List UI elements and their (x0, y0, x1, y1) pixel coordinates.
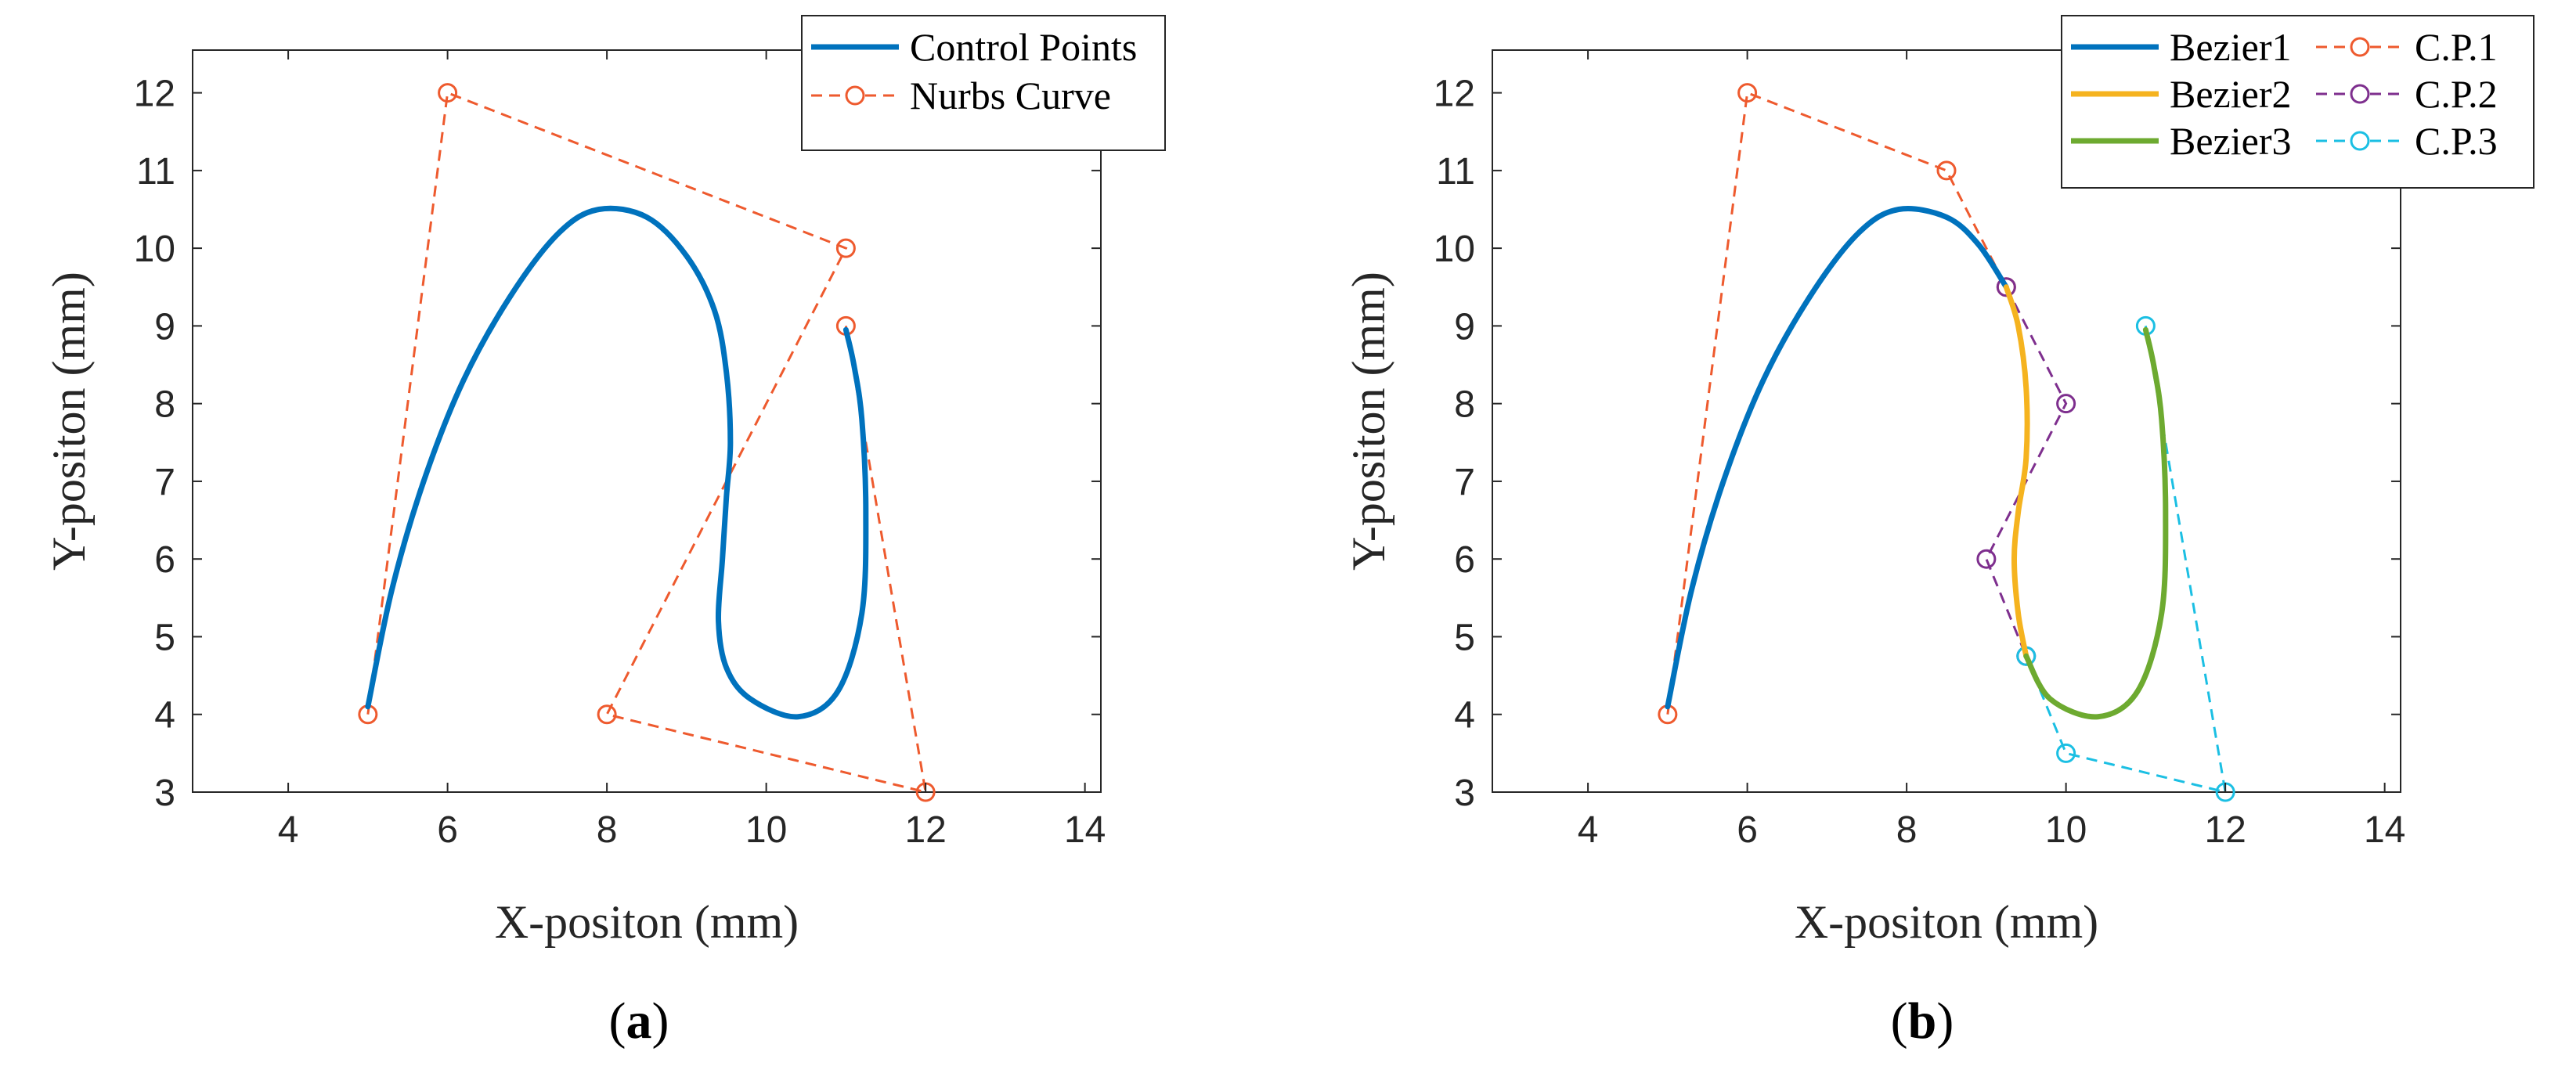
panel-b-legend-label-bezier1: Bezier1 (2170, 25, 2291, 69)
panel-b-legend-label-bezier3: Bezier3 (2170, 119, 2291, 163)
panel-b-y-tick-label: 12 (1434, 74, 1475, 115)
panel-b-series-c-p-2-line (1985, 286, 2068, 657)
panel-a-x-tick-label: 12 (904, 809, 946, 851)
panel-a-x-tick-label: 10 (745, 809, 787, 851)
panel-a-plot-area (192, 49, 1102, 793)
panel-a-x-tick-label: 14 (1064, 809, 1106, 851)
panel-a-y-tick-label: 9 (154, 306, 175, 348)
panel-b-legend-label-c-p-3: C.P.3 (2415, 119, 2498, 163)
panel-b-y-tick-label: 9 (1454, 306, 1475, 348)
panel-b-series-c-p-2-point (2056, 394, 2076, 414)
panel-b-y-axis-label: Y-positon (mm) (1343, 272, 1394, 571)
panel-a-legend-box (801, 15, 1166, 151)
panel-a-y-tick-label: 10 (134, 229, 175, 270)
panel-b-legend-label-bezier2: Bezier2 (2170, 72, 2291, 116)
panel-b-y-tick-label: 6 (1454, 539, 1475, 581)
panel-a-x-tick-label: 8 (597, 809, 618, 851)
panel-a-x-tick-label: 6 (437, 809, 458, 851)
panel-b-legend-label-c-p-1: C.P.1 (2415, 25, 2498, 69)
panel-a-x-tick-label: 4 (278, 809, 299, 851)
panel-b-y-tick-label: 3 (1454, 773, 1475, 814)
panel-b-y-tick-label: 7 (1454, 462, 1475, 503)
panel-b-x-tick-label: 8 (1896, 809, 1918, 851)
panel-b-x-tick-label: 14 (2364, 809, 2405, 851)
panel-a-series-layer (358, 83, 936, 802)
panel-b-series-c-p-3-line (2025, 326, 2228, 794)
panel-a-y-axis-label: Y-positon (mm) (43, 272, 95, 571)
panel-b-y-tick-label: 10 (1434, 229, 1475, 270)
panel-b-y-tick-label: 5 (1454, 617, 1475, 658)
panel-a-series-nurbs-curve-point (438, 83, 458, 103)
panel-b-y-tick-label: 8 (1454, 384, 1475, 426)
panel-b-series-bezier1-line (1665, 206, 2009, 710)
panel-b-series-c-p-1-point (1737, 83, 1758, 103)
panel-b-legend-marker-c-p-2 (2350, 84, 2370, 104)
panel-a-legend-label-nurbs-curve: Nurbs Curve (910, 74, 1111, 117)
panel-b-x-tick-label: 4 (1578, 809, 1599, 851)
panel-b-series-c-p-1-point (1936, 160, 1957, 181)
panel-a-y-tick-label: 3 (154, 773, 175, 814)
panel-a-ticks-layer: 4 6 8 10 12 14 3 4 5 6 7 8 9 10 11 12 (134, 50, 1106, 851)
panel-a-label: (a) (609, 992, 669, 1050)
panel-a-series-control-points-line (365, 205, 869, 720)
panel-b-legend-marker-c-p-3 (2350, 131, 2370, 151)
panel-b-series-c-p-2-point (1976, 549, 1997, 569)
panel-a-x-axis-label: X-positon (mm) (495, 896, 799, 948)
panel-b-x-axis-label: X-positon (mm) (1795, 896, 2098, 948)
panel-b-series-c-p-3-point (2056, 743, 2076, 763)
panel-b-chart: 4 6 8 10 12 14 3 4 5 6 7 8 9 10 11 12 X-positon (mm) Y-… (1343, 15, 2535, 1050)
panel-a-legend-marker-nurbs-curve (845, 85, 865, 106)
panel-b-series-bezier2-line (2003, 284, 2030, 659)
panel-a-series-nurbs-curve-point (835, 238, 856, 258)
panel-a-chart: 4 6 8 10 12 14 3 4 5 6 7 8 9 10 11 12 X-positon (mm) Y-… (43, 15, 1166, 1050)
panel-b-series-c-p-2-point (1996, 277, 2016, 297)
panel-b-series-bezier3-line (2023, 326, 2169, 720)
panel-b-legend-marker-c-p-1 (2350, 37, 2370, 57)
panel-b-legend-label-c-p-2: C.P.2 (2415, 72, 2498, 116)
panel-a-y-tick-label: 12 (134, 74, 175, 115)
panel-b-label: (b) (1891, 992, 1954, 1050)
panel-b-series-c-p-1-line (1666, 91, 2008, 715)
panel-a-y-tick-label: 4 (154, 695, 175, 737)
panel-b-y-tick-label: 11 (1436, 151, 1475, 193)
panel-a-series-nurbs-curve-point (597, 704, 617, 725)
panel-a-y-tick-label: 7 (154, 462, 175, 503)
panel-a-y-tick-label: 6 (154, 539, 175, 581)
panel-a-legend-label-control-points: Control Points (910, 25, 1137, 69)
panel-b-y-tick-label: 4 (1454, 695, 1475, 737)
panel-b-x-tick-label: 10 (2045, 809, 2087, 851)
panel-b-x-tick-label: 12 (2204, 809, 2246, 851)
panel-a-y-tick-label: 11 (136, 151, 175, 193)
panel-b-x-tick-label: 6 (1737, 809, 1758, 851)
panel-a-y-tick-label: 8 (154, 384, 175, 426)
panel-b-series-layer (1658, 83, 2235, 802)
panel-a-legend: Control Points Nurbs Curve (801, 15, 1166, 151)
panel-a-y-tick-label: 5 (154, 617, 175, 658)
